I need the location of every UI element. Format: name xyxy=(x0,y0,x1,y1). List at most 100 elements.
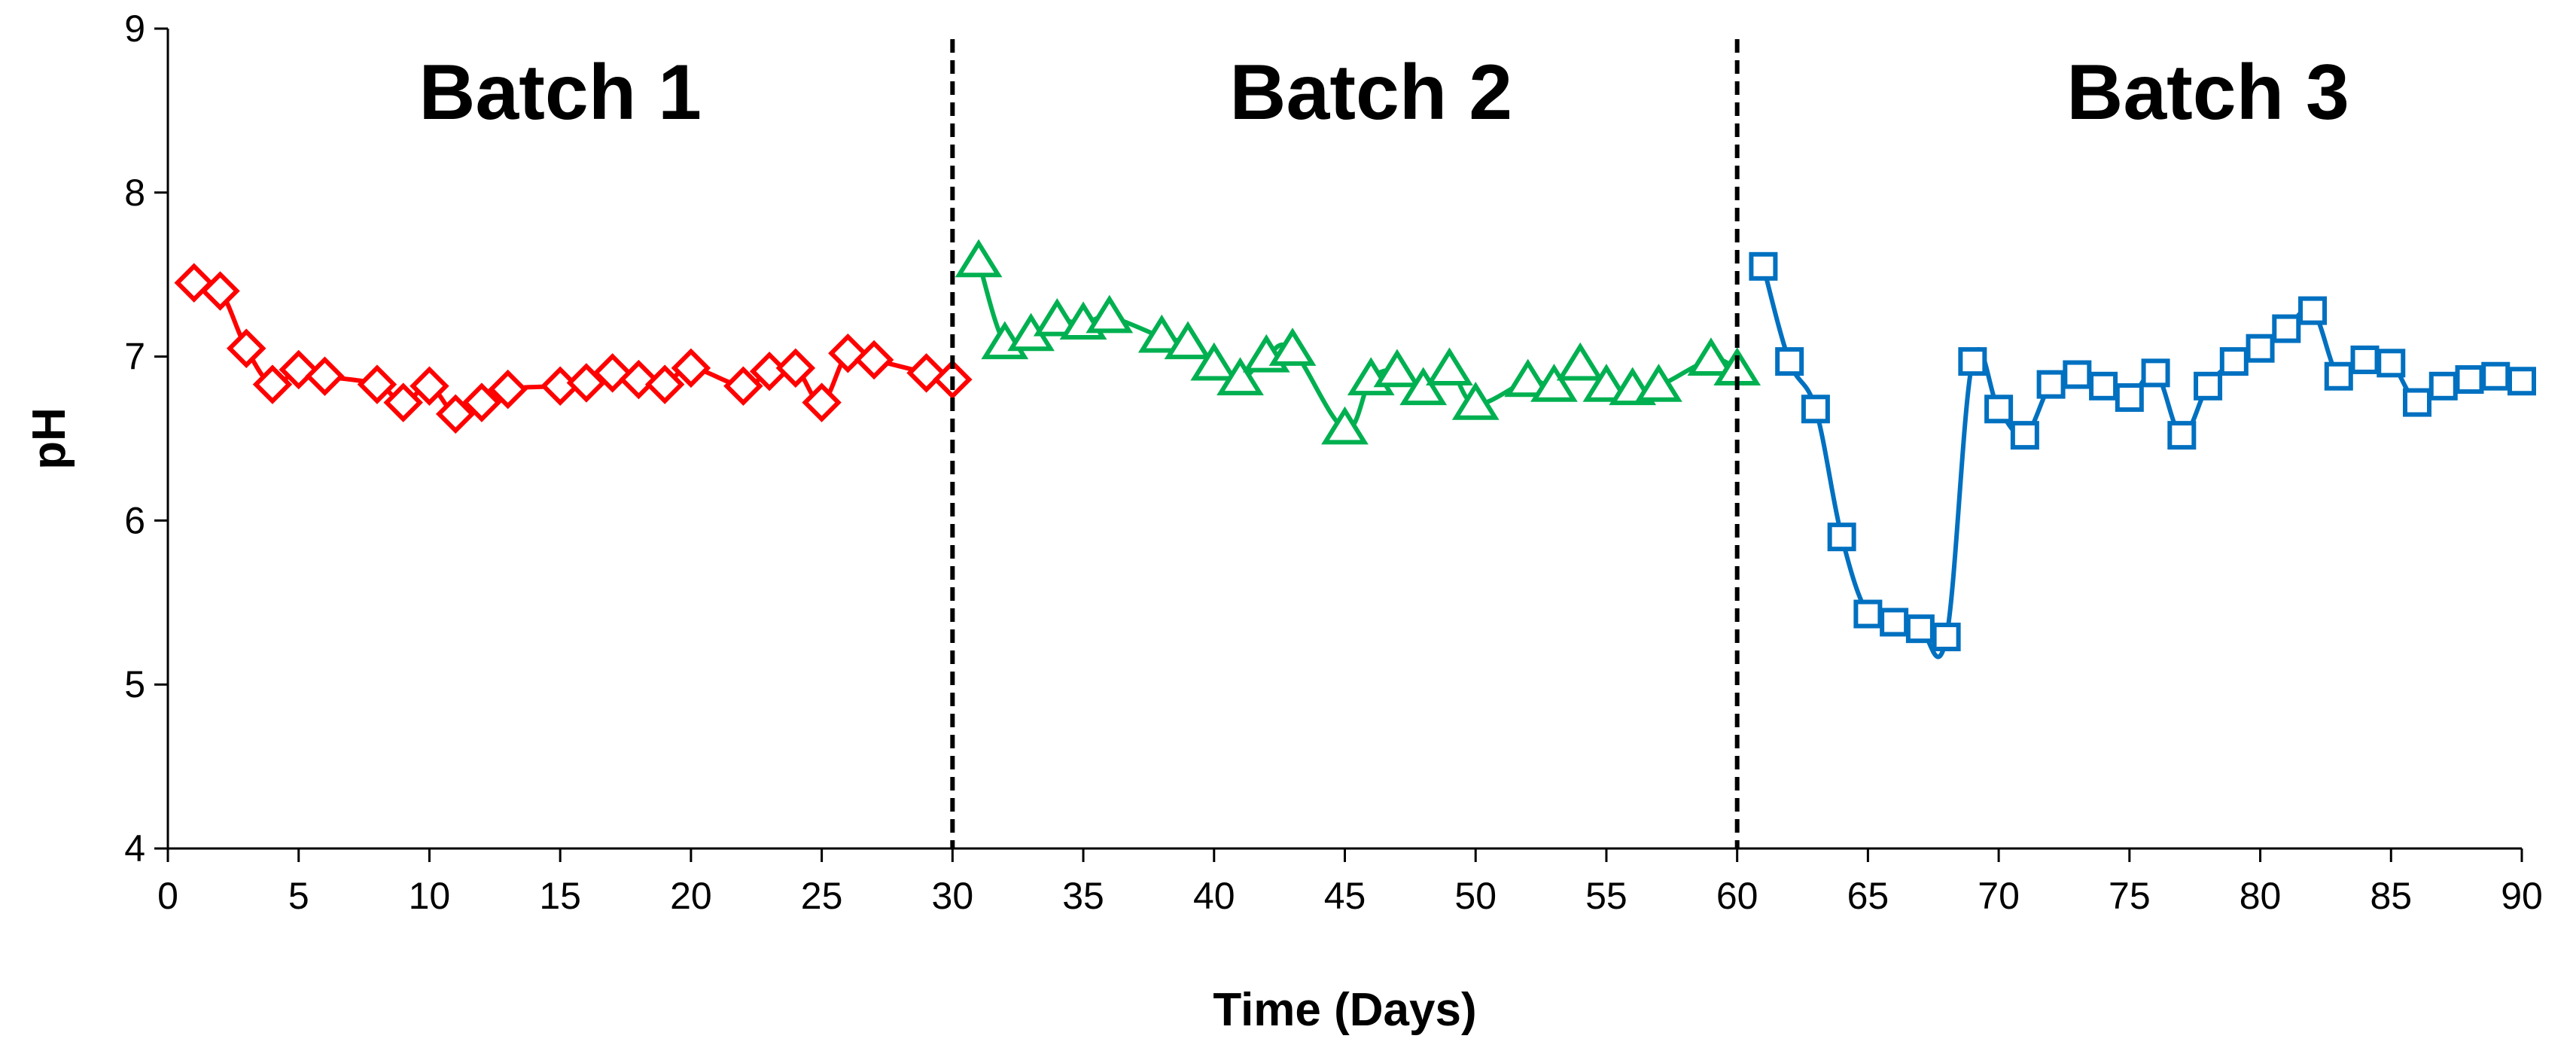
data-point-square xyxy=(2350,345,2380,374)
data-point-triangle xyxy=(1216,357,1264,396)
data-point-triangle xyxy=(1373,349,1421,388)
data-point-square xyxy=(1853,599,1883,629)
y-tick-label: 8 xyxy=(124,172,145,214)
data-point-diamond xyxy=(305,356,345,396)
data-point-square xyxy=(2324,361,2353,391)
batch-label: Batch 1 xyxy=(419,49,702,136)
data-point-diamond xyxy=(488,369,528,410)
data-point-triangle xyxy=(1137,314,1186,353)
x-tick-label: 65 xyxy=(1847,875,1889,917)
data-point-diamond xyxy=(410,366,449,407)
data-point-square xyxy=(2481,361,2511,391)
x-tick-label: 75 xyxy=(2109,875,2151,917)
data-point-triangle xyxy=(1033,297,1081,337)
data-point-diamond xyxy=(200,271,240,311)
data-point-triangle xyxy=(1268,327,1317,366)
x-tick-label: 90 xyxy=(2501,875,2543,917)
data-point-square xyxy=(1984,395,2014,424)
data-point-square xyxy=(2141,358,2170,388)
batch-label: Batch 2 xyxy=(1229,49,1512,136)
data-point-diamond xyxy=(775,348,816,388)
data-point-diamond xyxy=(226,328,266,368)
data-point-diamond xyxy=(644,364,685,404)
data-point-square xyxy=(2219,347,2249,376)
y-tick-label: 6 xyxy=(124,499,145,541)
data-point-square xyxy=(1801,395,1830,424)
data-point-square xyxy=(2298,296,2328,325)
data-point-square xyxy=(2089,371,2118,401)
series-2 xyxy=(955,239,1761,445)
x-tick-label: 70 xyxy=(1978,875,2020,917)
data-point-triangle xyxy=(1504,358,1552,398)
x-tick-label: 60 xyxy=(1716,875,1758,917)
series-3 xyxy=(1749,251,2536,660)
data-point-square xyxy=(2403,388,2432,417)
data-point-square xyxy=(1958,347,1987,376)
data-point-square xyxy=(1905,614,1935,644)
data-point-square xyxy=(1775,347,1804,376)
y-tick-label: 4 xyxy=(124,827,145,870)
data-point-triangle xyxy=(1164,321,1212,360)
x-tick-label: 85 xyxy=(2370,875,2412,917)
x-tick-label: 50 xyxy=(1454,875,1497,917)
data-point-square xyxy=(2246,334,2275,363)
data-point-square xyxy=(2428,371,2458,401)
x-tick-label: 20 xyxy=(670,875,712,917)
x-tick-label: 10 xyxy=(409,875,451,917)
data-point-diamond xyxy=(383,382,423,422)
data-point-square xyxy=(2167,421,2197,450)
data-point-square xyxy=(1932,623,1961,652)
data-point-square xyxy=(1880,608,1909,637)
data-point-triangle xyxy=(955,239,1003,278)
data-point-triangle xyxy=(1399,367,1448,406)
data-point-square xyxy=(2194,371,2223,401)
data-point-triangle xyxy=(1635,364,1682,402)
x-axis-title: Time (Days) xyxy=(1213,984,1476,1036)
data-point-square xyxy=(2010,421,2039,450)
x-tick-label: 5 xyxy=(288,875,309,917)
data-point-square xyxy=(1749,251,1778,281)
x-tick-label: 25 xyxy=(801,875,843,917)
data-point-diamond xyxy=(619,359,659,400)
data-point-diamond xyxy=(854,340,894,380)
data-point-square xyxy=(2455,365,2484,395)
annotation-layer: Batch 1 Batch 2 Batch 3 xyxy=(419,49,2349,136)
data-point-triangle xyxy=(1321,406,1369,445)
data-point-square xyxy=(2063,360,2092,389)
data-point-square xyxy=(2036,370,2066,399)
x-tick-label: 80 xyxy=(2240,875,2282,917)
x-tick-label: 15 xyxy=(539,875,581,917)
data-point-triangle xyxy=(1190,342,1238,381)
data-point-diamond xyxy=(357,364,397,404)
data-point-triangle xyxy=(1687,337,1735,376)
series-1 xyxy=(174,263,973,434)
series-layer xyxy=(174,239,2536,660)
data-point-square xyxy=(1827,522,1856,552)
data-point-triangle xyxy=(1530,364,1578,402)
data-point-diamond xyxy=(671,348,711,388)
y-tick-label: 9 xyxy=(124,8,145,50)
x-tick-label: 40 xyxy=(1193,875,1235,917)
x-tick-label: 30 xyxy=(932,875,974,917)
x-tick-label: 55 xyxy=(1585,875,1628,917)
x-tick-label: 45 xyxy=(1324,875,1366,917)
data-point-triangle xyxy=(1451,382,1500,420)
data-point-triangle xyxy=(1426,347,1473,386)
data-point-square xyxy=(2507,367,2536,396)
data-point-diamond xyxy=(723,366,763,407)
data-point-diamond xyxy=(435,394,476,434)
x-tick-label: 0 xyxy=(157,875,178,917)
data-point-diamond xyxy=(461,382,502,422)
y-tick-label: 5 xyxy=(124,663,145,705)
series-line xyxy=(1761,266,2523,660)
batch-label: Batch 3 xyxy=(2066,49,2349,136)
divider-layer xyxy=(950,39,1740,848)
data-point-square xyxy=(2272,314,2301,343)
data-point-triangle xyxy=(1556,342,1604,381)
data-point-square xyxy=(2115,383,2144,413)
data-point-diamond xyxy=(802,382,842,422)
data-point-triangle xyxy=(1086,294,1134,334)
data-point-square xyxy=(2377,349,2406,378)
